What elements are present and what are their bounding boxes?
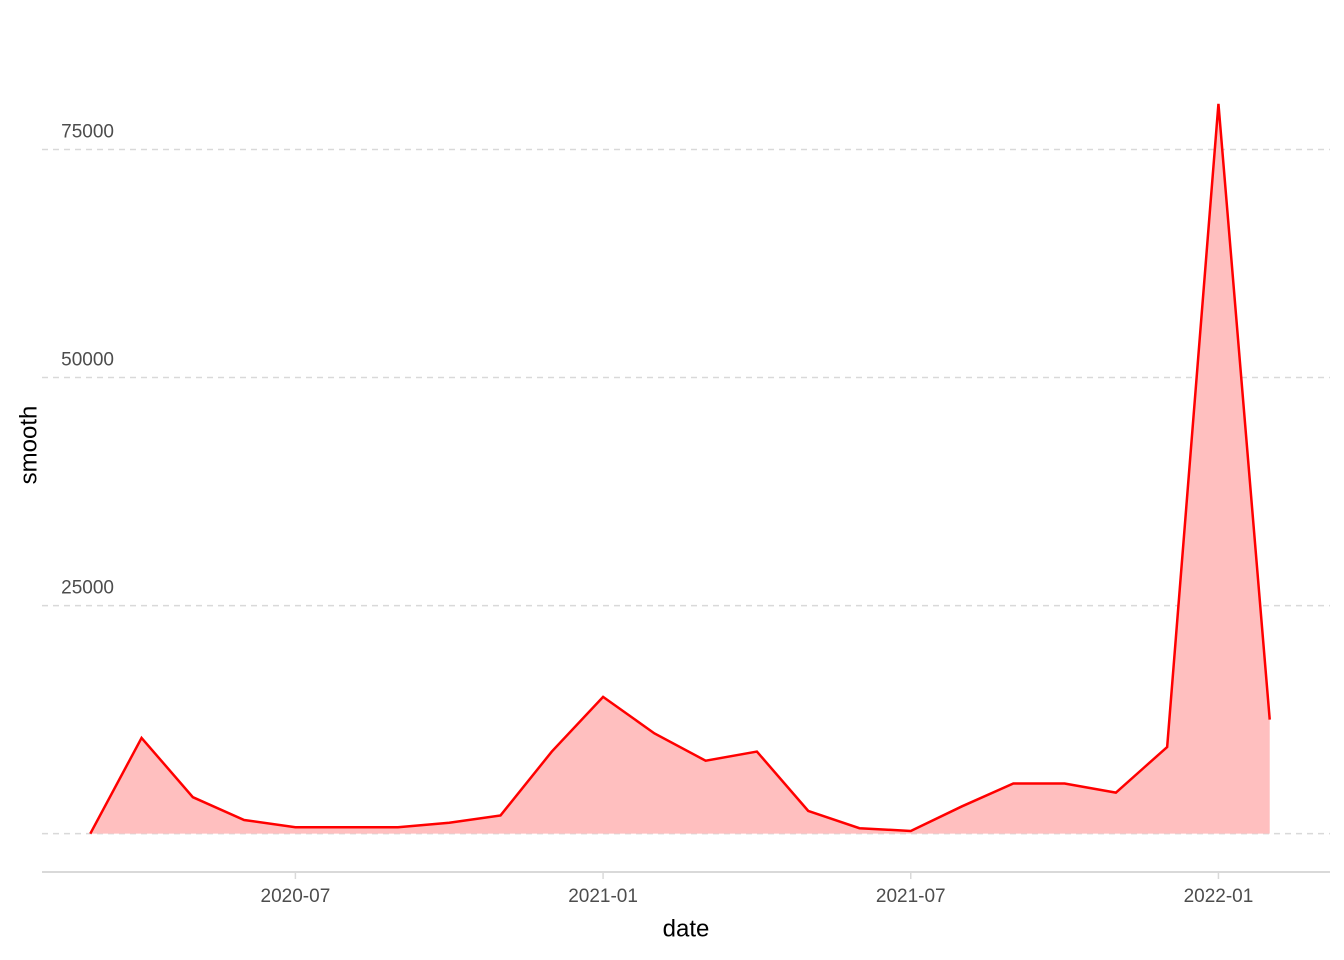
x-tick-label: 2021-01 xyxy=(568,886,638,907)
y-tick-label: 25000 xyxy=(61,578,114,599)
y-tick-label: 75000 xyxy=(61,121,114,142)
y-tick-label: 50000 xyxy=(61,350,114,371)
line xyxy=(89,103,1271,835)
x-tick-label: 2022-01 xyxy=(1184,886,1254,907)
area-fill xyxy=(90,103,1270,834)
x-axis-title: date xyxy=(663,915,710,942)
x-tick-label: 2021-07 xyxy=(876,886,946,907)
y-axis-title: smooth xyxy=(15,406,42,485)
x-tick-label: 2020-07 xyxy=(261,886,331,907)
